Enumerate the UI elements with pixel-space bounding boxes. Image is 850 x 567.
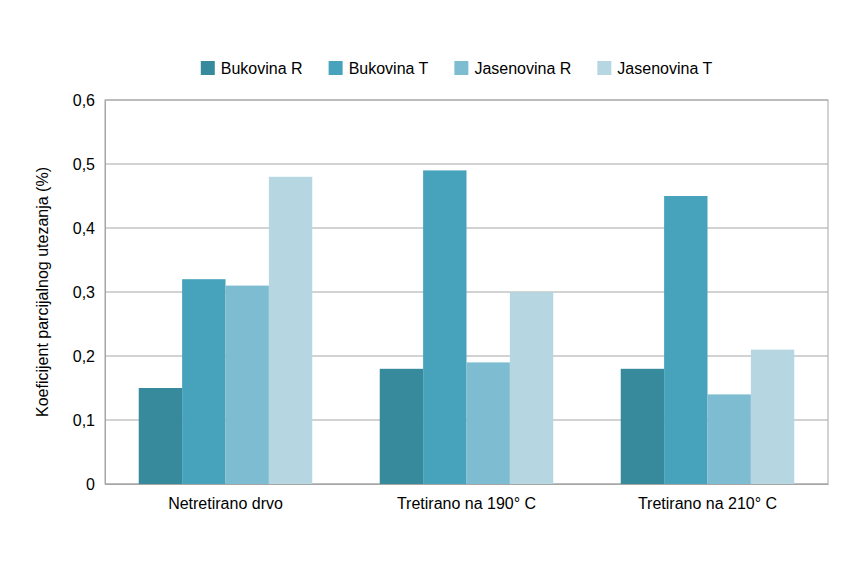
legend-swatch — [201, 61, 215, 75]
y-tick: 0,5 — [73, 156, 105, 173]
legend: Bukovina R Bukovina T Jasenovina R Jasenovi… — [201, 60, 713, 77]
bar — [380, 369, 423, 484]
legend-label: Bukovina T — [349, 60, 429, 77]
grid-line — [105, 100, 828, 101]
legend-label: Jasenovina T — [617, 60, 712, 77]
y-tick-label: 0,2 — [73, 348, 95, 365]
x-tick: Tretirano na 190° C — [397, 484, 536, 512]
y-tick-label: 0,5 — [73, 156, 95, 173]
y-tick: 0 — [86, 476, 105, 493]
x-tick: Tretirano na 210° C — [638, 484, 777, 512]
chart: 0 0,1 0,2 0,3 0,4 0,5 0,6 Netretirano drvo Treti… — [0, 0, 850, 567]
y-tick: 0,4 — [73, 220, 105, 237]
legend-swatch — [597, 61, 611, 75]
y-tick-label: 0,3 — [73, 284, 95, 301]
bar — [621, 369, 664, 484]
x-tick-label: Netretirano drvo — [168, 495, 283, 512]
y-tick: 0,6 — [73, 92, 105, 109]
bar — [751, 350, 794, 484]
legend-label: Jasenovina R — [474, 60, 571, 77]
y-tick: 0,3 — [73, 284, 105, 301]
bar — [182, 279, 225, 484]
y-axis-title: Koeficijent parcijalnog utezanja (%) — [34, 167, 51, 417]
grid — [105, 100, 828, 484]
y-tick: 0,2 — [73, 348, 105, 365]
y-tick-label: 0 — [86, 476, 95, 493]
y-tick: 0,1 — [73, 412, 105, 429]
bar — [423, 170, 466, 484]
grid-line — [105, 164, 828, 165]
y-axis-line — [105, 101, 106, 485]
legend-swatch — [454, 61, 468, 75]
x-tick-label: Tretirano na 190° C — [397, 495, 536, 512]
x-axis: Netretirano drvo Tretirano na 190° C Treti… — [106, 484, 829, 512]
legend-item: Jasenovina T — [597, 60, 712, 77]
legend-item: Bukovina R — [201, 60, 303, 77]
bar — [269, 177, 312, 484]
bar — [664, 196, 707, 484]
legend-item: Jasenovina R — [454, 60, 571, 77]
bar — [510, 292, 553, 484]
y-tick-label: 0,6 — [73, 92, 95, 109]
bars — [139, 170, 795, 484]
bar — [708, 394, 751, 484]
plot: 0 0,1 0,2 0,3 0,4 0,5 0,6 Netretirano drvo Treti… — [73, 92, 829, 513]
bar — [467, 362, 510, 484]
legend-item: Bukovina T — [329, 60, 429, 77]
bar — [226, 286, 269, 484]
x-tick: Netretirano drvo — [168, 484, 283, 512]
plot-frame — [105, 100, 828, 484]
y-tick-label: 0,4 — [73, 220, 95, 237]
x-tick-label: Tretirano na 210° C — [638, 495, 777, 512]
bar — [139, 388, 182, 484]
x-axis-line — [106, 484, 829, 485]
legend-swatch — [329, 61, 343, 75]
y-tick-label: 0,1 — [73, 412, 95, 429]
y-axis: 0 0,1 0,2 0,3 0,4 0,5 0,6 — [73, 92, 106, 493]
legend-label: Bukovina R — [221, 60, 303, 77]
